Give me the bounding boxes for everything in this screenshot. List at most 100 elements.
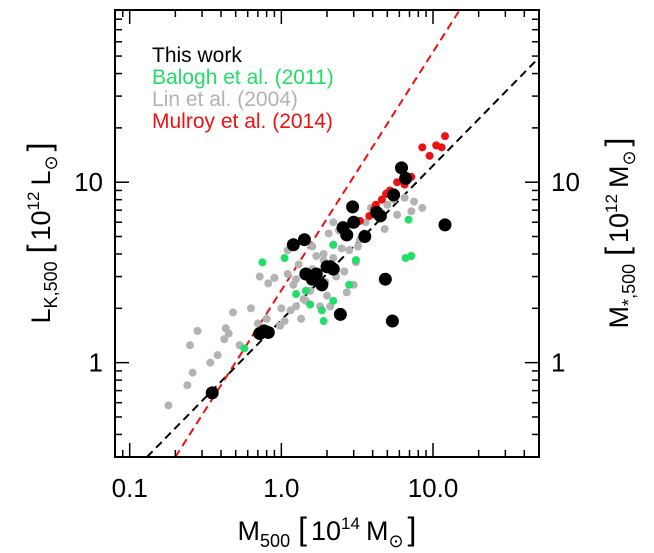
point-series-3-13	[340, 228, 354, 242]
point-series-1-1	[292, 290, 301, 299]
point-series-1-0	[258, 258, 267, 267]
point-series-0-66	[410, 197, 419, 206]
point-series-1-8	[329, 240, 338, 249]
point-series-0-2	[188, 368, 197, 377]
point-series-0-11	[229, 308, 238, 317]
point-series-0-0	[164, 401, 173, 410]
point-series-1-6	[329, 296, 338, 305]
point-series-1-12	[407, 251, 416, 260]
point-series-1-7	[280, 254, 289, 263]
right-tick-label-0: 1	[551, 348, 565, 378]
legend-entry-3: Mulroy et al. (2014)	[152, 110, 333, 133]
point-series-0-13	[253, 319, 262, 328]
point-series-1-13	[240, 344, 249, 353]
point-series-2-10	[418, 143, 427, 152]
point-series-0-77	[407, 207, 416, 216]
point-series-3-18	[373, 209, 387, 223]
point-series-0-9	[224, 329, 233, 338]
point-series-3-7	[309, 267, 323, 281]
point-series-1-3	[306, 300, 315, 309]
point-series-0-36	[312, 251, 321, 260]
point-series-0-72	[342, 288, 351, 297]
point-series-3-26	[320, 260, 334, 274]
legend-entry-2: Lin et al. (2004)	[152, 88, 298, 111]
point-series-2-3	[377, 195, 386, 204]
point-series-0-51	[292, 275, 301, 284]
point-series-0-50	[264, 279, 273, 288]
x-tick-label-2: 10.0	[408, 473, 459, 503]
fit-line-1	[174, 10, 461, 457]
point-series-3-23	[399, 171, 413, 185]
y-tick-label-1: 10	[74, 167, 103, 197]
point-series-0-43	[340, 267, 349, 276]
point-series-1-14	[345, 280, 354, 289]
point-series-0-67	[418, 203, 427, 212]
point-series-0-55	[329, 218, 338, 227]
y-axis-label: LK,500[1012L⊙]	[21, 143, 61, 324]
point-series-2-11	[425, 151, 434, 160]
point-series-2-7	[393, 178, 402, 187]
point-series-2-14	[441, 132, 450, 141]
point-series-0-33	[299, 295, 308, 304]
right-y-axis-label: M*,500[1012M⊙]	[599, 138, 639, 329]
right-tick-label-1: 10	[551, 167, 580, 197]
point-series-3-20	[385, 314, 399, 328]
point-series-0-68	[380, 225, 389, 234]
point-series-0-18	[280, 317, 289, 326]
point-series-0-25	[283, 269, 292, 278]
point-series-0-41	[353, 242, 362, 251]
x-axis-label: M500[1014 M⊙]	[238, 511, 417, 551]
point-series-1-4	[317, 306, 326, 315]
point-series-0-31	[323, 291, 331, 300]
point-series-1-10	[404, 215, 413, 224]
point-series-3-15	[347, 215, 361, 229]
point-series-0-21	[297, 314, 306, 323]
legend-entry-1: Balogh et al. (2011)	[152, 66, 334, 89]
point-series-3-24	[438, 218, 452, 232]
point-series-0-73	[329, 254, 338, 263]
point-series-0-63	[383, 200, 392, 209]
point-series-0-17	[277, 304, 286, 313]
y-tick-label-0: 1	[89, 348, 103, 378]
point-series-0-7	[220, 335, 229, 344]
legend-entry-0: This work	[152, 44, 242, 67]
point-series-0-35	[294, 260, 303, 269]
point-series-0-5	[213, 351, 222, 360]
point-series-3-4	[286, 238, 300, 252]
point-series-2-13	[437, 143, 446, 152]
point-series-0-1	[183, 381, 192, 390]
point-series-0-20	[292, 302, 301, 311]
point-series-0-14	[262, 314, 271, 323]
point-series-0-6	[193, 326, 202, 335]
point-series-1-2	[301, 286, 310, 295]
point-series-3-22	[395, 161, 409, 175]
point-series-3-14	[346, 200, 360, 214]
point-series-3-21	[387, 188, 401, 202]
point-series-0-40	[345, 246, 354, 255]
point-series-3-19	[378, 272, 392, 286]
point-series-3-16	[358, 230, 372, 244]
point-series-0-49	[255, 272, 264, 281]
point-series-0-37	[319, 250, 328, 259]
point-series-0-4	[206, 358, 215, 367]
point-series-3-5	[297, 233, 311, 247]
point-series-0-12	[246, 304, 255, 313]
point-series-0-39	[337, 244, 346, 253]
point-series-0-76	[393, 210, 402, 219]
x-tick-label-1: 1.0	[263, 473, 299, 503]
point-series-3-11	[333, 307, 347, 321]
x-tick-label-0: 0.1	[112, 473, 148, 503]
point-series-1-5	[319, 317, 328, 326]
point-series-0-26	[270, 273, 279, 282]
point-series-3-8	[315, 278, 329, 292]
point-series-0-47	[308, 242, 317, 251]
point-series-3-0	[205, 386, 219, 400]
point-series-3-25	[299, 267, 313, 281]
point-series-1-9	[351, 256, 360, 265]
point-series-0-65	[400, 193, 409, 202]
point-series-0-54	[324, 229, 333, 238]
point-series-3-3	[261, 325, 275, 339]
point-series-0-3	[186, 341, 195, 350]
